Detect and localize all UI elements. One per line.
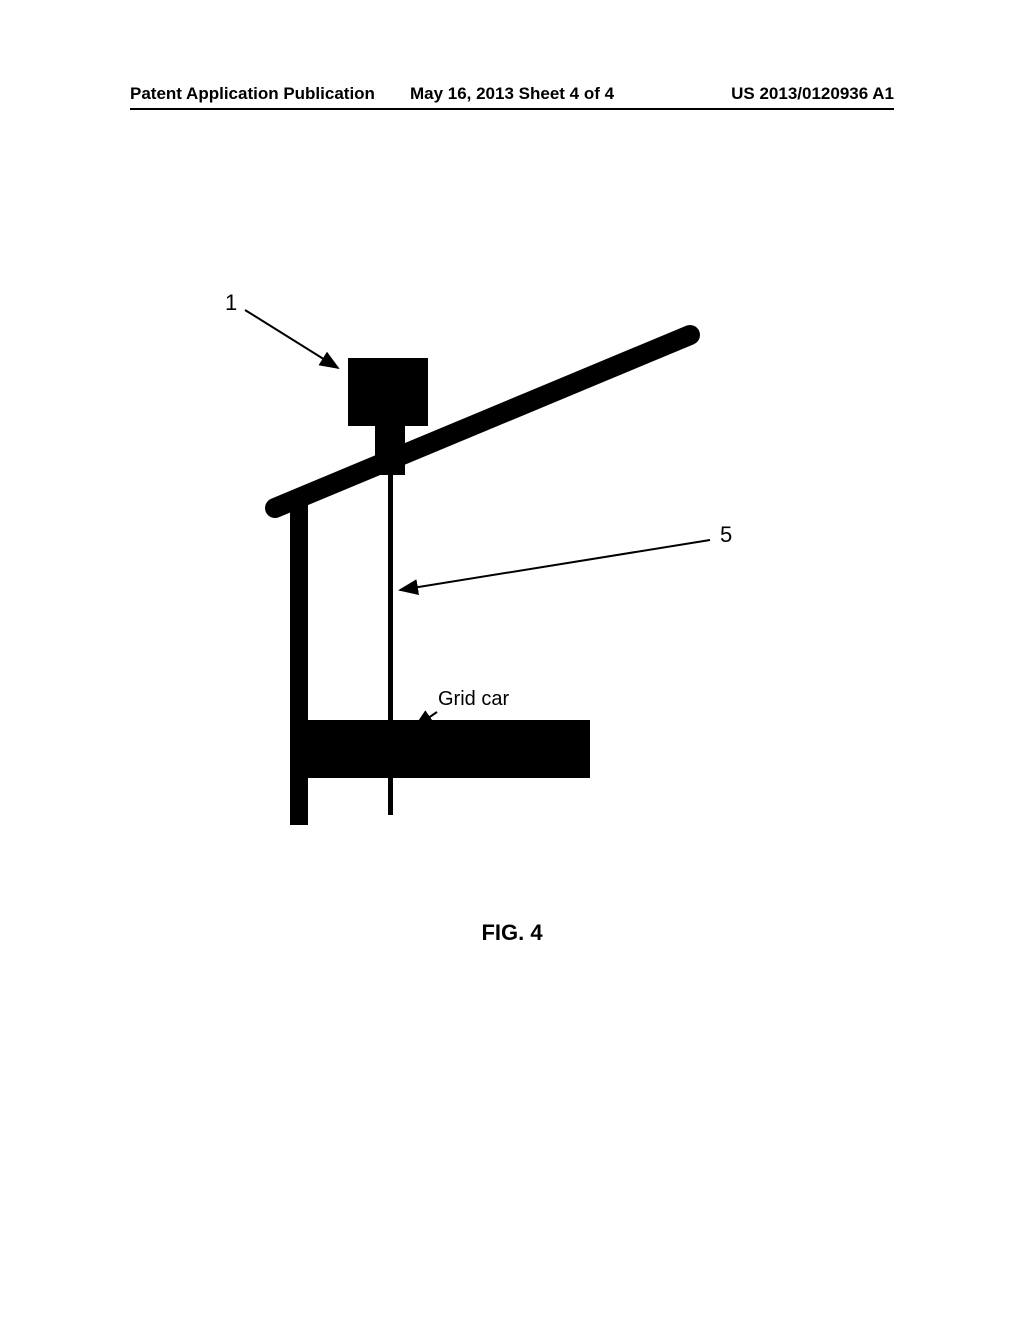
top-block bbox=[348, 358, 428, 426]
reference-label-1: 1 bbox=[225, 290, 237, 316]
diagonal-bar bbox=[275, 335, 690, 508]
figure-number: FIG. 4 bbox=[0, 920, 1024, 946]
patent-diagram bbox=[0, 0, 1024, 1000]
arrow-ref-5 bbox=[400, 540, 710, 590]
reference-label-5: 5 bbox=[720, 522, 732, 548]
grid-car-bar bbox=[300, 720, 590, 778]
grid-car-label: Grid car bbox=[438, 688, 509, 711]
arrow-ref-1 bbox=[245, 310, 338, 368]
